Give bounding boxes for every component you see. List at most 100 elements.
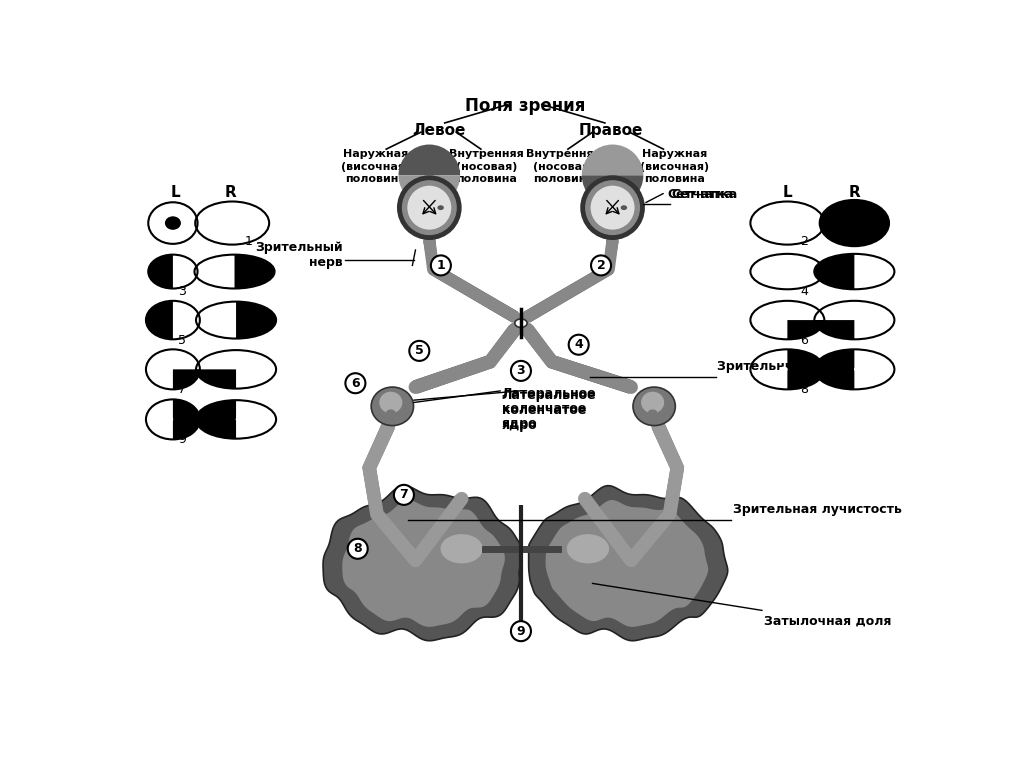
- Circle shape: [348, 539, 368, 559]
- Ellipse shape: [148, 255, 198, 289]
- Ellipse shape: [148, 202, 198, 244]
- Wedge shape: [803, 171, 906, 275]
- Text: 4: 4: [801, 285, 808, 298]
- Ellipse shape: [195, 255, 274, 289]
- Ellipse shape: [165, 217, 181, 230]
- Text: Левое: Левое: [412, 123, 465, 138]
- Polygon shape: [414, 325, 520, 394]
- Ellipse shape: [814, 349, 894, 389]
- Polygon shape: [521, 325, 633, 394]
- Circle shape: [568, 335, 589, 355]
- Ellipse shape: [585, 180, 640, 235]
- Text: R: R: [225, 185, 237, 200]
- Polygon shape: [342, 500, 505, 627]
- Ellipse shape: [779, 366, 787, 372]
- Ellipse shape: [196, 350, 276, 389]
- Text: Латеральное
коленчатое
ядро: Латеральное коленчатое ядро: [502, 389, 596, 432]
- Polygon shape: [528, 485, 728, 641]
- Wedge shape: [132, 280, 173, 360]
- Wedge shape: [173, 369, 213, 410]
- Text: 4: 4: [574, 338, 583, 351]
- Ellipse shape: [236, 417, 245, 422]
- Ellipse shape: [196, 302, 276, 339]
- Wedge shape: [582, 175, 643, 206]
- Text: 8: 8: [353, 542, 362, 555]
- Text: L: L: [782, 185, 793, 200]
- Ellipse shape: [621, 205, 627, 210]
- Text: 1: 1: [245, 235, 252, 248]
- Text: Наружная
(височная)
половина: Наружная (височная) половина: [341, 149, 410, 184]
- Text: Зрительная лучистость: Зрительная лучистость: [733, 504, 901, 516]
- Ellipse shape: [386, 409, 395, 415]
- Wedge shape: [787, 314, 843, 425]
- Text: 2: 2: [801, 235, 808, 248]
- Text: Наружная
(височная)
половина: Наружная (височная) половина: [640, 149, 709, 184]
- Text: 8: 8: [801, 383, 809, 396]
- Wedge shape: [795, 211, 854, 332]
- Ellipse shape: [648, 409, 657, 415]
- Ellipse shape: [371, 387, 414, 425]
- Ellipse shape: [379, 392, 402, 413]
- Circle shape: [394, 485, 414, 505]
- Polygon shape: [580, 422, 684, 567]
- Ellipse shape: [196, 201, 269, 245]
- Text: 9: 9: [517, 624, 525, 637]
- Ellipse shape: [633, 387, 676, 425]
- Ellipse shape: [167, 416, 173, 422]
- Ellipse shape: [397, 175, 462, 240]
- Ellipse shape: [437, 205, 443, 210]
- Polygon shape: [546, 500, 709, 627]
- Circle shape: [410, 341, 429, 361]
- Text: 2: 2: [597, 259, 605, 272]
- Ellipse shape: [440, 534, 483, 564]
- Text: Поля зрения: Поля зрения: [465, 97, 585, 114]
- Ellipse shape: [401, 180, 457, 235]
- Text: 7: 7: [399, 488, 409, 502]
- Ellipse shape: [814, 301, 894, 339]
- Ellipse shape: [819, 200, 889, 247]
- Wedge shape: [136, 234, 173, 309]
- Wedge shape: [795, 320, 854, 380]
- Wedge shape: [176, 359, 237, 479]
- Text: Внутренняя
(носовая)
половина: Внутренняя (носовая) половина: [449, 149, 523, 184]
- Text: Внутренняя
(носовая)
половина: Внутренняя (носовая) половина: [526, 149, 601, 184]
- Ellipse shape: [854, 366, 863, 372]
- Ellipse shape: [566, 534, 609, 564]
- Text: 5: 5: [415, 344, 424, 357]
- Wedge shape: [398, 144, 460, 175]
- Ellipse shape: [196, 400, 276, 439]
- Wedge shape: [176, 369, 237, 429]
- Ellipse shape: [751, 349, 824, 389]
- Circle shape: [431, 256, 451, 276]
- Ellipse shape: [751, 301, 824, 339]
- Text: 7: 7: [178, 383, 186, 396]
- Ellipse shape: [641, 392, 665, 413]
- Ellipse shape: [146, 399, 200, 439]
- Text: Правое: Правое: [579, 123, 643, 138]
- Wedge shape: [237, 260, 296, 380]
- Text: 3: 3: [178, 285, 186, 298]
- Ellipse shape: [581, 175, 645, 240]
- Circle shape: [511, 621, 531, 641]
- Ellipse shape: [751, 254, 824, 290]
- Text: 6: 6: [351, 377, 359, 389]
- Ellipse shape: [408, 186, 452, 230]
- Text: 1: 1: [436, 259, 445, 272]
- Wedge shape: [582, 144, 643, 175]
- Polygon shape: [362, 422, 467, 567]
- Text: 5: 5: [178, 334, 186, 347]
- Text: Зрительный тракт: Зрительный тракт: [717, 360, 850, 373]
- Text: Латеральное
коленчатое
ядро: Латеральное коленчатое ядро: [502, 387, 596, 430]
- Ellipse shape: [146, 301, 200, 339]
- Wedge shape: [795, 310, 854, 429]
- Circle shape: [345, 373, 366, 393]
- Polygon shape: [423, 239, 518, 323]
- Text: R: R: [849, 185, 860, 200]
- Text: Затылочная доля: Затылочная доля: [764, 614, 891, 627]
- Ellipse shape: [515, 319, 527, 327]
- Circle shape: [591, 256, 611, 276]
- Text: 3: 3: [517, 364, 525, 377]
- Ellipse shape: [814, 254, 894, 290]
- Polygon shape: [323, 485, 521, 641]
- Circle shape: [511, 361, 531, 381]
